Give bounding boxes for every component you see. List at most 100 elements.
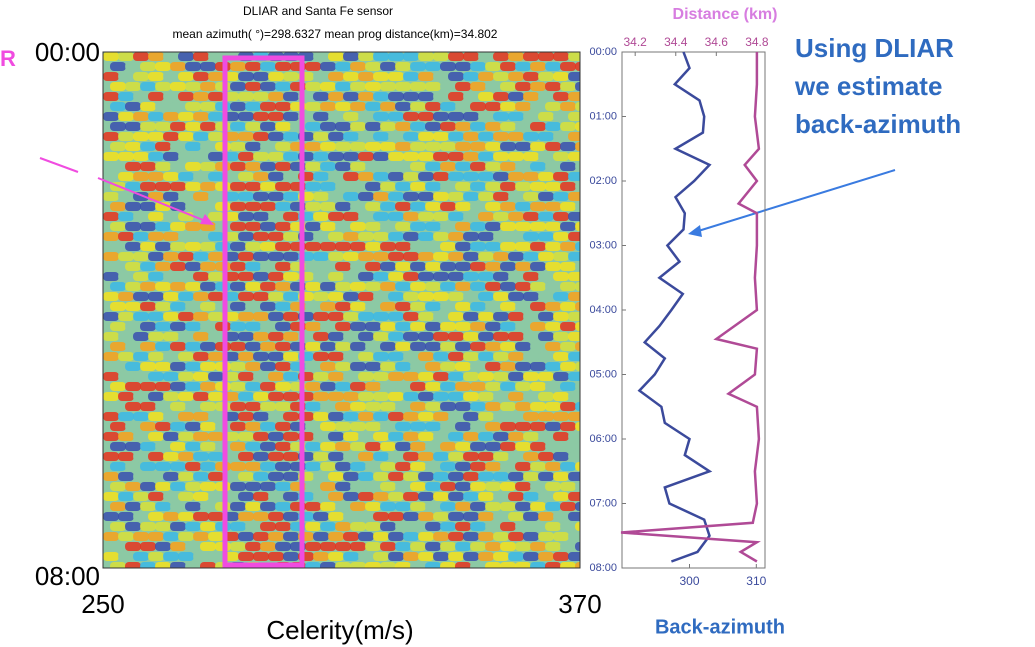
- heatmap-cell: [553, 232, 569, 241]
- heatmap-cell: [530, 382, 546, 391]
- heatmap-cell: [125, 542, 141, 551]
- heatmap-cell: [418, 492, 434, 501]
- heatmap-cell: [448, 272, 464, 281]
- heatmap-cell: [538, 172, 554, 181]
- heatmap-cell: [305, 202, 321, 211]
- heatmap-cell: [358, 472, 374, 481]
- heatmap-cell: [103, 452, 119, 461]
- heatmap-cell: [560, 362, 576, 371]
- heatmap-cell: [538, 152, 554, 161]
- heatmap-cell: [125, 482, 141, 491]
- heatmap-cell: [455, 262, 471, 271]
- heatmap-cell: [418, 192, 434, 201]
- heatmap-cell: [403, 172, 419, 181]
- heatmap-cell: [103, 232, 119, 241]
- heatmap-cell: [275, 122, 291, 131]
- heatmap-cell: [328, 372, 344, 381]
- heatmap-cell: [395, 422, 411, 431]
- heatmap-cell: [418, 232, 434, 241]
- heatmap-cell: [283, 332, 299, 341]
- heatmap-cell: [538, 192, 554, 201]
- heatmap-cell: [178, 192, 194, 201]
- heatmap-cell: [530, 362, 546, 371]
- heatmap-cell: [568, 472, 584, 481]
- heatmap-cell: [343, 552, 359, 561]
- heatmap-cell: [515, 342, 531, 351]
- heatmap-cell: [253, 232, 269, 241]
- heatmap-cell: [485, 142, 501, 151]
- heatmap-cell: [373, 52, 389, 61]
- heatmap-cell: [553, 452, 569, 461]
- heatmap-cell: [343, 52, 359, 61]
- heatmap-cell: [313, 112, 329, 121]
- heatmap-cell: [545, 222, 561, 231]
- heatmap-cell: [200, 102, 216, 111]
- heatmap-cell: [313, 232, 329, 241]
- heatmap-cell: [208, 472, 224, 481]
- heatmap-cell: [320, 302, 336, 311]
- heatmap-cell: [208, 112, 224, 121]
- heatmap-cell: [268, 172, 284, 181]
- heatmap-cell: [500, 502, 516, 511]
- heatmap-cell: [530, 222, 546, 231]
- heatmap-cell: [410, 182, 426, 191]
- heatmap-cell: [313, 252, 329, 261]
- heatmap-cell: [193, 332, 209, 341]
- heatmap-cell: [260, 522, 276, 531]
- heatmap-cell: [170, 402, 186, 411]
- heatmap-cell: [410, 282, 426, 291]
- heatmap-cell: [418, 292, 434, 301]
- heatmap-cell: [440, 242, 456, 251]
- heatmap-cell: [395, 182, 411, 191]
- heatmap-cell: [530, 322, 546, 331]
- heatmap-cell: [163, 192, 179, 201]
- heatmap-cell: [560, 282, 576, 291]
- y-tick-label: 02:00: [589, 175, 617, 187]
- heatmap-cell: [170, 262, 186, 271]
- heatmap-cell: [403, 352, 419, 361]
- heatmap-cell: [125, 302, 141, 311]
- heatmap-cell: [103, 472, 119, 481]
- heatmap-cell: [313, 212, 329, 221]
- heatmap-cell: [118, 512, 134, 521]
- heatmap-cell: [433, 472, 449, 481]
- heatmap-cell: [350, 362, 366, 371]
- x2-axis-label: Distance (km): [673, 6, 778, 23]
- heatmap-cell: [343, 412, 359, 421]
- heatmap-cell: [485, 102, 501, 111]
- heatmap-cell: [380, 82, 396, 91]
- heatmap-cell: [365, 222, 381, 231]
- heatmap-cell: [373, 172, 389, 181]
- heatmap-cell: [530, 562, 546, 571]
- heatmap-cell: [328, 392, 344, 401]
- x2-tick-label: 34.4: [664, 35, 688, 49]
- heatmap-cell: [140, 62, 156, 71]
- heatmap-cell: [350, 62, 366, 71]
- heatmap-cell: [515, 162, 531, 171]
- heatmap-cell: [268, 72, 284, 81]
- heatmap-cell: [103, 72, 119, 81]
- heatmap-cell: [410, 562, 426, 571]
- heatmap-cell: [545, 182, 561, 191]
- heatmap-cell: [575, 522, 591, 531]
- heatmap-cell: [515, 142, 531, 151]
- heatmap-cell: [403, 212, 419, 221]
- heatmap-cell: [155, 402, 171, 411]
- heatmap-cell: [365, 322, 381, 331]
- heatmap-cell: [103, 372, 119, 381]
- heatmap-cell: [448, 392, 464, 401]
- heatmap-cell: [530, 442, 546, 451]
- heatmap-cell: [193, 92, 209, 101]
- heatmap-cell: [388, 392, 404, 401]
- heatmap-cell: [365, 562, 381, 571]
- heatmap-cell: [350, 322, 366, 331]
- heatmap-cell: [260, 62, 276, 71]
- heatmap-cell: [545, 502, 561, 511]
- heatmap-cell: [553, 312, 569, 321]
- heatmap-cell: [163, 112, 179, 121]
- heatmap-cell: [478, 412, 494, 421]
- heatmap-cell: [253, 552, 269, 561]
- heatmap-cell: [260, 542, 276, 551]
- heatmap-cell: [478, 172, 494, 181]
- heatmap-cell: [103, 192, 119, 201]
